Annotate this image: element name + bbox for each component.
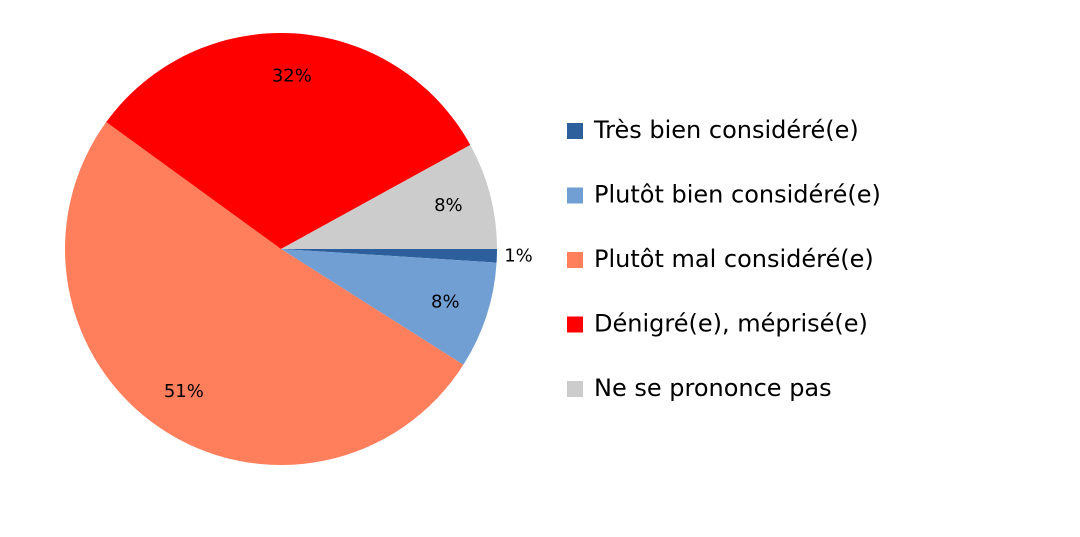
pie-slice	[281, 249, 497, 263]
legend-swatch	[567, 316, 583, 333]
legend-label: Ne se prononce pas	[594, 374, 832, 402]
legend-swatch	[567, 187, 583, 204]
value-label: 8%	[434, 195, 463, 216]
pie-slice	[281, 144, 497, 249]
value-label: 1%	[504, 245, 533, 266]
legend-label: Très bien considéré(e)	[593, 116, 859, 144]
legend-label: Plutôt bien considéré(e)	[594, 181, 881, 209]
legend-swatch	[567, 381, 583, 397]
value-label: 8%	[431, 291, 460, 312]
legend-label: Plutôt mal considéré(e)	[594, 245, 874, 273]
value-label: 51%	[164, 381, 204, 402]
legend-swatch	[567, 123, 583, 139]
pie-slice	[65, 122, 464, 465]
pie-slice	[106, 32, 471, 249]
value-label: 32%	[272, 66, 312, 87]
legend-label: Dénigré(e), méprisé(e)	[594, 310, 868, 338]
legend-swatch	[567, 252, 583, 268]
pie-slice	[281, 249, 497, 365]
